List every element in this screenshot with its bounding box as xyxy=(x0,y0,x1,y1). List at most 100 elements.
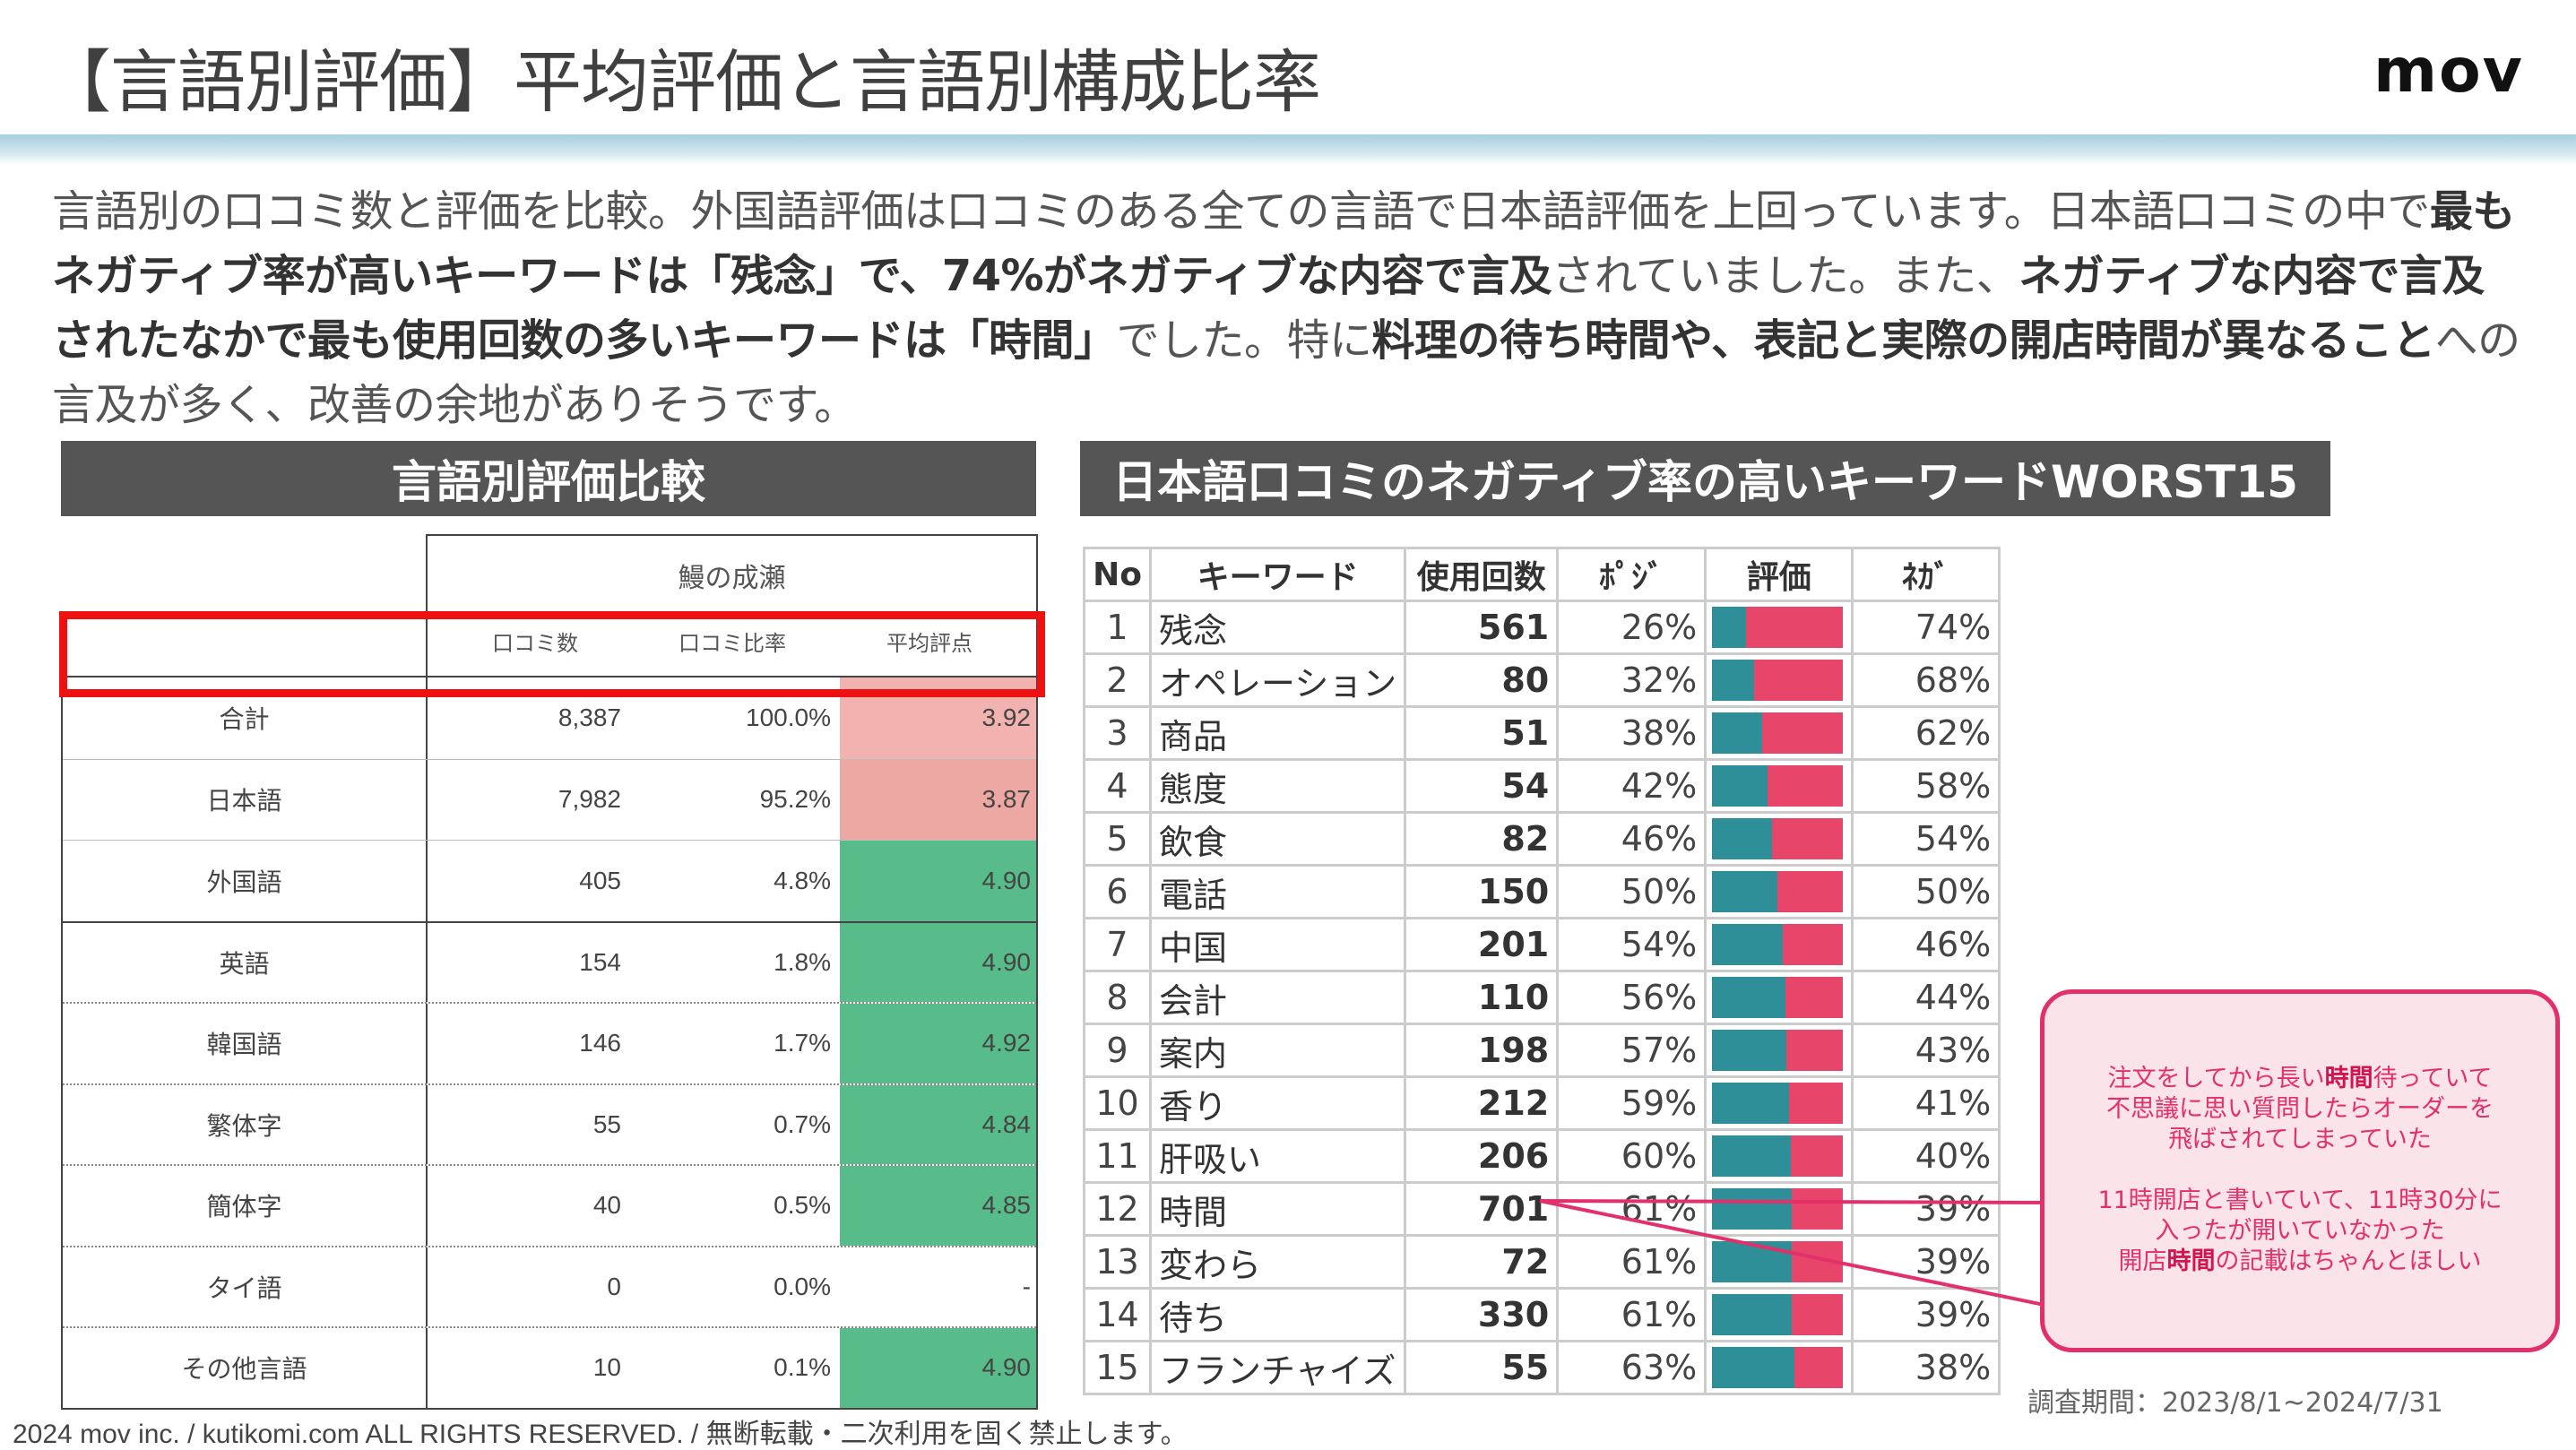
column-header-positive: ﾎﾟｼﾞ xyxy=(1556,547,1707,602)
keyword-negative-rate: 38% xyxy=(1851,1340,2001,1395)
review-ratio: 0.7% xyxy=(774,1109,831,1138)
keyword-name: 商品 xyxy=(1148,705,1407,761)
keyword-usage-count: 212 xyxy=(1404,1075,1560,1131)
keyword-rank: 15 xyxy=(1083,1340,1152,1395)
language-row: 韓国語 146 1.7% 4.92 xyxy=(63,1002,1036,1083)
average-score: 4.84 xyxy=(840,1084,1036,1164)
review-ratio: 0.0% xyxy=(774,1272,831,1300)
sentiment-bar xyxy=(1712,765,1844,807)
keyword-usage-count: 206 xyxy=(1404,1128,1560,1184)
negative-bar xyxy=(1746,607,1844,648)
callout-line-5: 入ったが開いていなかった xyxy=(2155,1217,2445,1245)
keyword-usage-count: 72 xyxy=(1404,1234,1560,1290)
keyword-name: 中国 xyxy=(1148,917,1407,972)
negative-bar xyxy=(1794,1347,1844,1388)
sentiment-bar-cell xyxy=(1704,600,1854,655)
keyword-row: 9 案内 198 57% 43% xyxy=(1083,1023,2001,1078)
sentiment-bar-cell xyxy=(1704,1128,1854,1184)
positive-bar xyxy=(1712,871,1778,912)
language-row: その他言語 10 0.1% 4.90 xyxy=(63,1326,1036,1408)
average-score: 4.90 xyxy=(840,841,1036,921)
average-score: 3.92 xyxy=(840,678,1036,759)
positive-bar xyxy=(1712,1030,1787,1071)
column-header-negative: ﾈｶﾞ xyxy=(1851,547,2001,602)
positive-bar xyxy=(1712,1135,1791,1177)
column-header-usage: 使用回数 xyxy=(1404,547,1560,602)
sentiment-bar xyxy=(1712,660,1844,701)
language-name: 日本語 xyxy=(63,759,428,840)
keyword-name: 時間 xyxy=(1148,1181,1407,1237)
negative-bar xyxy=(1786,1030,1844,1071)
language-rows: 合計 8,387 100.0% 3.92 日本語 7,982 95.2% 3.87 外国語 405… xyxy=(61,676,1038,1410)
sentiment-bar xyxy=(1712,1083,1844,1124)
column-header-no: No xyxy=(1083,547,1152,602)
keyword-positive-rate: 54% xyxy=(1556,917,1707,972)
keyword-rank: 3 xyxy=(1083,705,1152,761)
average-score: 4.85 xyxy=(840,1166,1036,1246)
keyword-negative-rate: 54% xyxy=(1851,811,2001,867)
keyword-row: 7 中国 201 54% 46% xyxy=(1083,917,2001,972)
keyword-rank: 2 xyxy=(1083,652,1152,708)
keyword-usage-count: 701 xyxy=(1404,1181,1560,1237)
summary-bold-3: 料理の待ち時間や、表記と実際の開店時間が異なること xyxy=(1371,315,2436,366)
header-gradient-bar xyxy=(0,134,2576,165)
store-name-label: 鰻の成瀬 xyxy=(678,564,786,593)
sentiment-bar-cell xyxy=(1704,970,1854,1025)
sentiment-bar xyxy=(1712,924,1844,965)
callout-spacer xyxy=(2044,1155,2555,1186)
callout-line-3: 飛ばされてしまっていた xyxy=(2168,1126,2432,1153)
keyword-rank: 14 xyxy=(1083,1287,1152,1342)
sentiment-bar xyxy=(1712,607,1844,648)
sentiment-bar xyxy=(1712,1135,1844,1177)
keyword-usage-count: 55 xyxy=(1404,1340,1560,1395)
keyword-positive-rate: 32% xyxy=(1556,652,1707,708)
keyword-usage-count: 80 xyxy=(1404,652,1560,708)
keyword-table-body: 1 残念 561 26% 74% 2 オペレーション 80 32% 68% 3 商品 51 38% 62% 4… xyxy=(1083,600,2001,1395)
positive-bar xyxy=(1712,977,1785,1018)
keyword-row: 5 飲食 82 46% 54% xyxy=(1083,811,2001,867)
keyword-negative-rate: 58% xyxy=(1851,758,2001,814)
negative-bar xyxy=(1783,924,1844,965)
positive-bar xyxy=(1712,765,1768,807)
language-rating-table: 鰻の成瀬 口コミ数 口コミ比率 平均評点 合計 8,387 100.0% 3.92 日本… xyxy=(59,534,1045,1410)
callout-line-2: 不思議に思い質問したらオーダーを xyxy=(2106,1095,2494,1123)
keyword-rank: 12 xyxy=(1083,1181,1152,1237)
keyword-row: 15 フランチャイズ 55 63% 38% xyxy=(1083,1340,2001,1395)
sentiment-bar-cell xyxy=(1704,1075,1854,1131)
keyword-row: 11 肝吸い 206 60% 40% xyxy=(1083,1128,2001,1184)
mov-logo: mov xyxy=(2373,36,2524,107)
keyword-positive-rate: 63% xyxy=(1556,1340,1707,1395)
sentiment-bar-cell xyxy=(1704,758,1854,814)
keyword-negative-rate: 41% xyxy=(1851,1075,2001,1131)
keyword-rank: 11 xyxy=(1083,1128,1152,1184)
review-ratio: 4.8% xyxy=(774,866,831,894)
keyword-usage-count: 201 xyxy=(1404,917,1560,972)
language-name: 繁体字 xyxy=(63,1084,428,1164)
keyword-name: 案内 xyxy=(1148,1023,1407,1078)
keyword-name: フランチャイズ xyxy=(1148,1340,1407,1395)
review-ratio: 100.0% xyxy=(746,703,831,732)
review-callout: 注文をしてから長い時間待っていて 不思議に思い質問したらオーダーを 飛ばされてし… xyxy=(2040,989,2560,1352)
keyword-table-header-row: No キーワード 使用回数 ﾎﾟｼﾞ 評価 ﾈｶﾞ xyxy=(1083,547,2001,602)
keyword-positive-rate: 61% xyxy=(1556,1181,1707,1237)
positive-bar xyxy=(1712,1294,1793,1335)
callout-keyword-1: 時間 xyxy=(2324,1065,2373,1092)
average-score: 4.90 xyxy=(840,1328,1036,1408)
keyword-name: オペレーション xyxy=(1148,652,1407,708)
keyword-name: 香り xyxy=(1148,1075,1407,1131)
sentiment-bar-cell xyxy=(1704,1023,1854,1078)
keyword-name: 肝吸い xyxy=(1148,1128,1407,1184)
keyword-positive-rate: 61% xyxy=(1556,1234,1707,1290)
negative-bar xyxy=(1753,660,1844,701)
sentiment-bar-cell xyxy=(1704,917,1854,972)
callout-line-4: 11時開店と書いていて、11時30分に xyxy=(2097,1187,2503,1214)
summary-bold-1: 最もネガティブ率が高いキーワードは「残念」で、74%がネガティブな内容で言及 xyxy=(52,186,2515,301)
sentiment-bar xyxy=(1712,712,1844,754)
average-score: 4.92 xyxy=(840,1004,1036,1083)
sentiment-bar xyxy=(1712,977,1844,1018)
keyword-usage-count: 150 xyxy=(1404,864,1560,919)
keyword-negative-rate: 68% xyxy=(1851,652,2001,708)
callout-line-6: 開店時間の記載はちゃんとほしい xyxy=(2044,1247,2555,1277)
language-row: 合計 8,387 100.0% 3.92 xyxy=(63,678,1036,759)
summary-text-2: されていました。また、 xyxy=(1552,251,2019,301)
